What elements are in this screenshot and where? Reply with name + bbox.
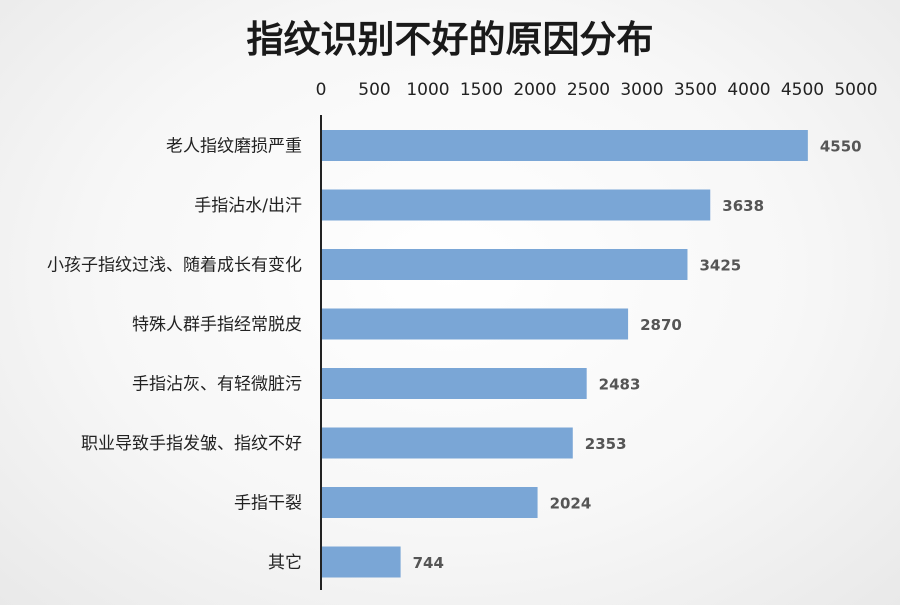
bars: [322, 130, 808, 578]
bar: [322, 427, 573, 459]
data-labels: 4550 3638 3425 2870 2483 2353 2024 744: [413, 138, 862, 573]
data-label: 2353: [585, 435, 627, 453]
category-label: 手指干裂: [234, 494, 302, 514]
data-label: 2483: [599, 376, 641, 394]
category-label: 其它: [268, 553, 302, 573]
data-label: 4550: [820, 138, 862, 156]
x-tick-label: 0: [316, 80, 327, 100]
data-label: 2024: [550, 495, 592, 513]
data-label: 3425: [699, 257, 741, 275]
bar: [322, 130, 808, 161]
bar: [322, 368, 587, 399]
bar: [322, 546, 401, 578]
data-label: 2870: [640, 316, 682, 334]
category-label: 手指沾水/出汗: [194, 196, 302, 216]
category-label: 小孩子指纹过浅、随着成长有变化: [47, 256, 302, 276]
x-tick-label: 4500: [781, 80, 824, 100]
category-labels: 老人指纹磨损严重手指沾水/出汗小孩子指纹过浅、随着成长有变化特殊人群手指经常脱皮…: [47, 137, 302, 574]
x-tick-label: 5000: [834, 80, 877, 100]
x-tick-label: 3000: [620, 80, 663, 100]
category-label: 手指沾灰、有轻微脏污: [132, 375, 302, 395]
x-tick-label: 1500: [460, 80, 503, 100]
x-tick-label: 1000: [406, 80, 449, 100]
x-tick-label: 3500: [674, 80, 717, 100]
category-label: 特殊人群手指经常脱皮: [132, 315, 302, 335]
category-label: 老人指纹磨损严重: [166, 137, 302, 157]
bar: [322, 308, 629, 340]
x-tick-label: 2000: [513, 80, 556, 100]
x-axis-ticks: 0 500 1000 1500 2000 2500 3000 3500 4000 4500 5000: [316, 80, 878, 100]
chart-title: 指纹识别不好的原因分布: [247, 18, 654, 61]
category-label: 职业导致手指发皱、指纹不好: [81, 434, 302, 454]
x-tick-label: 2500: [567, 80, 610, 100]
bar: [322, 249, 688, 280]
x-tick-label: 500: [358, 80, 390, 100]
data-label: 744: [413, 554, 444, 572]
bar: [322, 487, 538, 518]
x-tick-label: 4000: [727, 80, 770, 100]
bar: [322, 189, 711, 221]
data-label: 3638: [722, 197, 764, 215]
